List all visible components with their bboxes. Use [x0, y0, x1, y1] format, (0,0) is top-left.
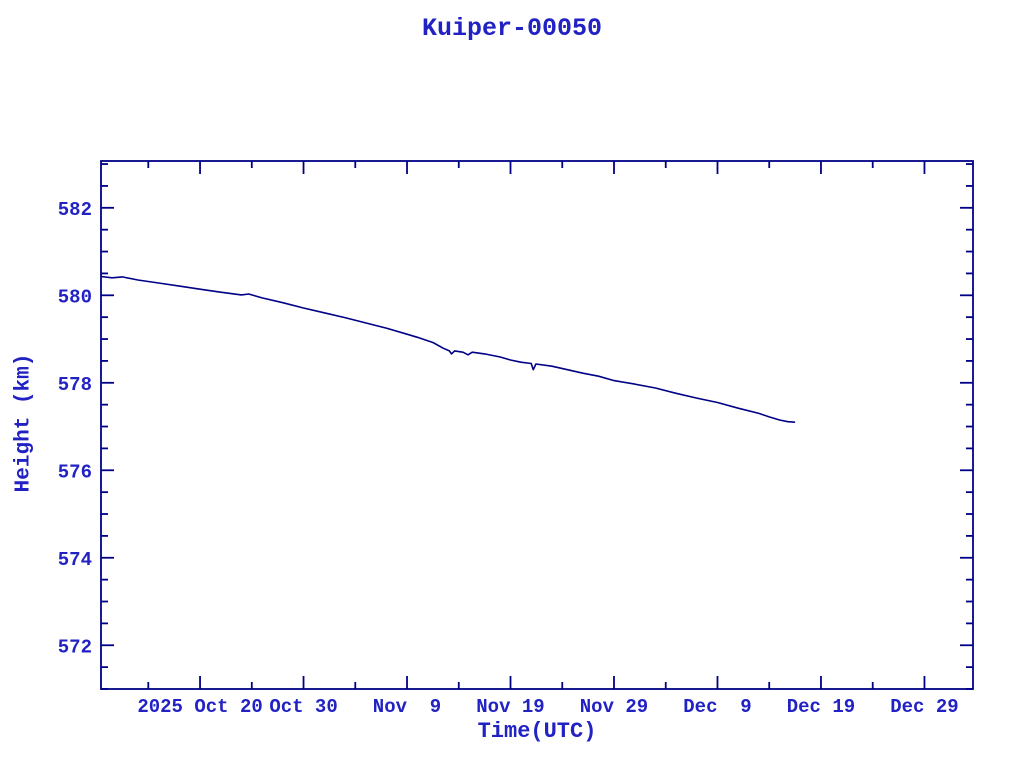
y-tick-label: 578	[58, 374, 92, 396]
x-tick-label: Oct 30	[269, 696, 337, 718]
x-tick-label: Nov 19	[476, 696, 544, 718]
x-tick-label: Dec 19	[787, 696, 855, 718]
x-tick-label: Nov 29	[580, 696, 648, 718]
y-tick-label: 582	[58, 199, 92, 221]
y-tick-label: 580	[58, 286, 92, 308]
y-axis-title: Height (km)	[12, 353, 36, 493]
y-tick-label: 574	[58, 549, 92, 571]
y-tick-label: 576	[58, 461, 92, 483]
x-axis-title: Time(UTC)	[477, 719, 597, 744]
plot-frame	[100, 160, 974, 690]
x-tick-label: Nov 9	[373, 696, 441, 718]
x-tick-label: Dec 9	[683, 696, 751, 718]
y-tick-label: 572	[58, 636, 92, 658]
x-tick-label: Dec 29	[890, 696, 958, 718]
data-line-satellite-height	[100, 275, 796, 423]
chart-title: Kuiper-00050	[421, 14, 603, 43]
x-tick-label: 2025 Oct 20	[137, 696, 262, 718]
